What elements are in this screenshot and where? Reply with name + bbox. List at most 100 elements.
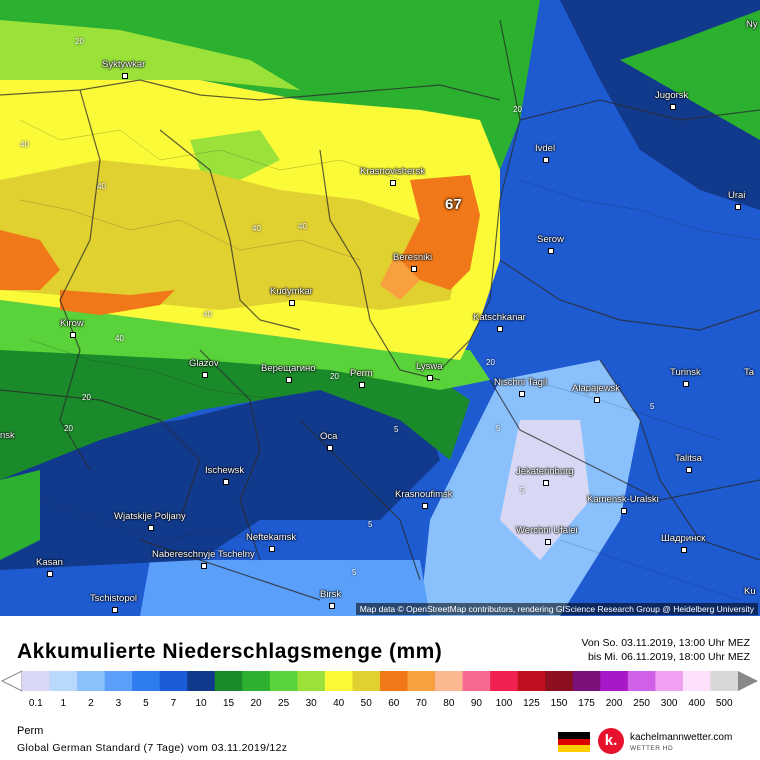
legend-swatch bbox=[159, 671, 188, 691]
isoline-label: 40 bbox=[298, 222, 307, 231]
legend-label: 100 bbox=[495, 698, 513, 709]
city-krasnovishersk: Krasnovishersk bbox=[360, 166, 425, 186]
city-alapajewsk: Alapajewsk bbox=[572, 383, 621, 403]
legend-label: 7 bbox=[170, 698, 177, 709]
city-ny-edge: Ny bbox=[746, 19, 758, 30]
legend-label: 30 bbox=[305, 698, 317, 709]
brand-name[interactable]: kachelmannwetter.com bbox=[630, 732, 733, 743]
germany-flag-icon bbox=[558, 732, 590, 752]
city-nabereschnyje-tschelny: Nabereschnyje Tschelny bbox=[152, 549, 255, 569]
isoline-label: 5 bbox=[368, 520, 373, 529]
isoline-label: 5 bbox=[650, 402, 655, 411]
legend-swatch bbox=[297, 671, 326, 691]
legend-label: 300 bbox=[660, 698, 678, 709]
kachelmann-logo-icon[interactable]: k. bbox=[598, 728, 624, 754]
city-kamensk-uralski: Kamensk-Uralski bbox=[587, 494, 659, 514]
city-ta-edge: Ta bbox=[744, 367, 755, 378]
legend-label: 175 bbox=[578, 698, 595, 709]
city-beresniki: Beresniki bbox=[393, 252, 433, 272]
city-krasnoufimsk: Krasnoufimsk bbox=[395, 489, 453, 509]
isoline-label: 5 bbox=[394, 425, 399, 434]
legend-label: 25 bbox=[278, 698, 290, 709]
city-talitsa: Talitsa bbox=[675, 453, 702, 473]
legend-label: 2 bbox=[88, 698, 94, 709]
isoline-label: 5 bbox=[496, 424, 501, 433]
legend-label: 20 bbox=[250, 698, 262, 709]
map-attribution: Map data © OpenStreetMap contributors, r… bbox=[355, 603, 758, 615]
city-tschistopol: Tschistopol bbox=[90, 593, 137, 613]
legend-swatch bbox=[710, 671, 739, 691]
legend-arrow-right bbox=[738, 671, 758, 691]
city-werchni-ufalei: Werchni Ufalei bbox=[516, 525, 578, 545]
legend-swatch bbox=[627, 671, 656, 691]
legend-swatch bbox=[380, 671, 409, 691]
isoline-label: 5 bbox=[352, 568, 357, 577]
legend-label: 125 bbox=[523, 698, 540, 709]
isoline-label: 20 bbox=[513, 105, 522, 114]
legend-label: 0.1 bbox=[28, 698, 43, 709]
map-title: Akkumulierte Niederschlagsmenge (mm) bbox=[17, 640, 443, 663]
legend-swatch bbox=[655, 671, 684, 691]
legend-labels: 0.1 1 2 3 5 7 10 15 20 25 30 40 50 60 70 80 90 100 125 150 1… bbox=[0, 698, 760, 712]
forecast-period: Von So. 03.11.2019, 13:00 Uhr MEZ bis Mi… bbox=[582, 636, 751, 664]
legend-label: 250 bbox=[633, 698, 650, 709]
city-syktywkar: Syktywkar bbox=[102, 59, 146, 79]
legend-label: 15 bbox=[222, 698, 235, 709]
legend-swatch bbox=[682, 671, 711, 691]
city-lyswa: Lyswa bbox=[416, 361, 443, 381]
legend-label: 500 bbox=[715, 698, 733, 709]
city-ku-edge: Ku bbox=[744, 586, 756, 597]
city-oca: Oca bbox=[320, 431, 338, 451]
legend-label: 10 bbox=[195, 698, 207, 709]
isoline-label: 20 bbox=[82, 393, 91, 402]
city-urai: Urai bbox=[728, 190, 746, 210]
isoline-label: 20 bbox=[486, 358, 495, 367]
legend-label: 150 bbox=[550, 698, 568, 709]
city-nischni-tagil: Nischni Tagil bbox=[494, 377, 548, 397]
legend-swatch bbox=[49, 671, 78, 691]
city-kasan: Kasan bbox=[36, 557, 63, 577]
city-glazov: Glazov bbox=[189, 358, 219, 378]
legend-label: 90 bbox=[470, 698, 482, 709]
legend-arrow-left bbox=[0, 670, 23, 692]
isoline-label: 40 bbox=[115, 334, 124, 343]
city-jekaterinburg: Jekaterinburg bbox=[516, 466, 574, 486]
legend-label: 400 bbox=[688, 698, 706, 709]
period-to: bis Mi. 06.11.2019, 18:00 Uhr MEZ bbox=[587, 651, 750, 663]
model-run-label: Global German Standard (7 Tage) vom 03.1… bbox=[17, 742, 288, 754]
legend-swatch bbox=[132, 671, 161, 691]
legend-swatch bbox=[242, 671, 271, 691]
legend-swatch bbox=[324, 671, 353, 691]
isoline-label: 40 bbox=[203, 310, 212, 319]
legend-swatch bbox=[490, 671, 519, 691]
city-neftekamsk: Neftekamsk bbox=[246, 532, 297, 552]
legend-label: 80 bbox=[443, 698, 455, 709]
max-precip-value: 67 bbox=[445, 196, 462, 213]
isoline-label: 20 bbox=[64, 424, 73, 433]
legend-label: 60 bbox=[388, 698, 400, 709]
legend-label: 5 bbox=[143, 698, 149, 709]
legend-swatch bbox=[77, 671, 106, 691]
color-legend bbox=[0, 670, 758, 692]
city-jugorsk: Jugorsk bbox=[655, 90, 689, 110]
legend-swatch bbox=[352, 671, 381, 691]
legend-swatch bbox=[435, 671, 464, 691]
brand-subtitle: WETTER HD bbox=[630, 745, 674, 752]
legend-label: 50 bbox=[360, 698, 372, 709]
city-turinsk: Turinsk bbox=[670, 367, 701, 387]
isoline-label: 5 bbox=[520, 486, 525, 495]
period-from: Von So. 03.11.2019, 13:00 Uhr MEZ bbox=[581, 637, 751, 649]
isoline-label: 20 bbox=[75, 37, 84, 46]
isoline-label: 20 bbox=[330, 372, 339, 381]
legend-swatch bbox=[187, 671, 216, 691]
city-ivdel: Ivdel bbox=[535, 143, 556, 163]
legend-swatch bbox=[517, 671, 546, 691]
city-katschkanar: Katschkanar bbox=[473, 312, 526, 332]
precipitation-map[interactable]: Syktywkar Krasnovishersk Beresniki Kudym… bbox=[0, 0, 760, 616]
city-birsk: Birsk bbox=[320, 589, 342, 609]
isoline-label: 40 bbox=[97, 182, 106, 191]
legend-label: 3 bbox=[115, 698, 122, 709]
legend-label: 1 bbox=[60, 698, 67, 709]
legend-swatch bbox=[600, 671, 629, 691]
